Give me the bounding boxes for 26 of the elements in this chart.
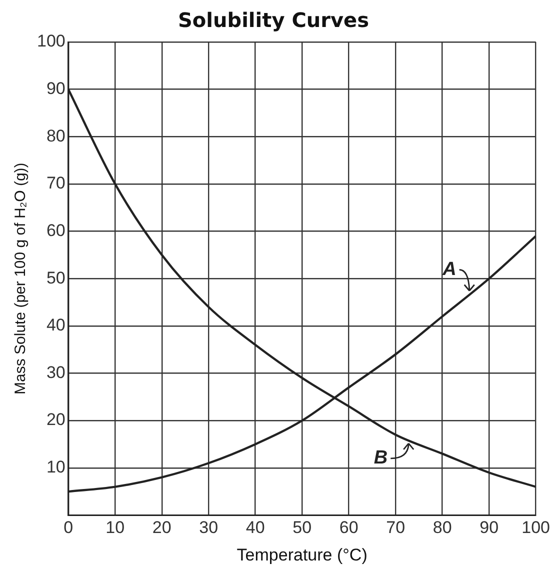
x-tick-label: 50 bbox=[292, 518, 312, 538]
y-tick-label: 100 bbox=[36, 32, 66, 51]
y-axis-title: Mass Solute (per 100 g of H₂O (g)) bbox=[12, 162, 30, 394]
x-tick-label: 60 bbox=[339, 518, 358, 538]
y-tick-label: 70 bbox=[46, 174, 66, 193]
y-tick-label: 30 bbox=[46, 362, 66, 382]
y-tick-label: 20 bbox=[46, 410, 66, 430]
chart-title: Solubility Curves bbox=[178, 8, 369, 32]
y-tick-label: 90 bbox=[46, 79, 66, 98]
x-tick-label: 0 bbox=[64, 518, 74, 538]
y-tick-label: 60 bbox=[46, 220, 66, 240]
x-tick-label: 90 bbox=[480, 518, 499, 538]
x-tick-label: 30 bbox=[199, 518, 218, 538]
y-tick-label: 10 bbox=[46, 458, 66, 477]
y-tick-label: 50 bbox=[46, 268, 66, 288]
y-tick-label: 40 bbox=[46, 316, 66, 335]
x-tick-label: 80 bbox=[432, 518, 452, 538]
x-tick-label: 100 bbox=[522, 518, 550, 538]
x-axis-title: Temperature (°C) bbox=[236, 545, 368, 564]
y-tick-label: 80 bbox=[46, 126, 66, 146]
x-tick-label: 10 bbox=[106, 518, 125, 538]
x-tick-label: 70 bbox=[386, 518, 406, 538]
legend-label: A bbox=[442, 258, 456, 280]
x-tick-label: 20 bbox=[152, 518, 172, 538]
x-tick-label: 40 bbox=[246, 518, 265, 538]
legend-label: B bbox=[374, 448, 388, 469]
